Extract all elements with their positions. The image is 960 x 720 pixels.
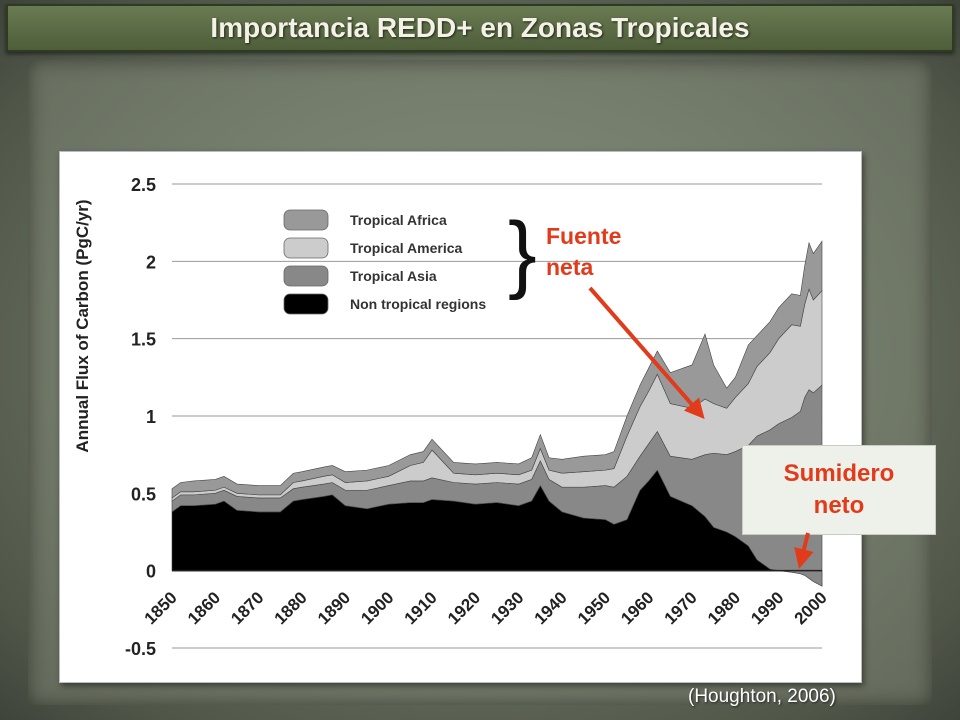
citation: (Houghton, 2006) bbox=[688, 686, 836, 707]
x-tick-label: 1990 bbox=[747, 588, 787, 628]
x-tick-label: 1900 bbox=[357, 588, 397, 628]
y-tick-label: 1.5 bbox=[131, 330, 156, 350]
net-sink-label-line1: Sumidero bbox=[783, 460, 895, 487]
legend-swatch bbox=[283, 293, 329, 315]
x-tick-label: 1980 bbox=[704, 588, 744, 628]
carbon-flux-chart: 2.5 2 1.5 1 0.5 0 -0.5 1850 1860 1870 1880 1890 1900… bbox=[125, 175, 831, 659]
chart-frame: 2.5 2 1.5 1 0.5 0 -0.5 1850 1860 1870 1880 1890 1900… bbox=[59, 151, 862, 683]
legend-label: Non tropical regions bbox=[350, 296, 486, 312]
net-source-label: Fuente neta bbox=[546, 221, 621, 283]
y-axis-label: Annual Flux of Carbon (PgC/yr) bbox=[73, 199, 92, 453]
y-tick-label: 0 bbox=[146, 562, 156, 582]
x-tick-label: 1880 bbox=[271, 588, 311, 628]
y-tick-label: 0.5 bbox=[131, 484, 156, 504]
net-source-label-line2: neta bbox=[546, 254, 594, 280]
legend-label: Tropical America bbox=[350, 240, 463, 256]
x-tick-label: 1890 bbox=[314, 588, 354, 628]
x-tick-label: 1860 bbox=[184, 588, 224, 628]
legend-label: Tropical Africa bbox=[350, 212, 447, 228]
slide-title: Importancia REDD+ en Zonas Tropicales bbox=[210, 12, 750, 43]
legend-label: Tropical Asia bbox=[350, 268, 437, 284]
title-bar: Importancia REDD+ en Zonas Tropicales bbox=[6, 4, 954, 52]
x-tick-label: 1960 bbox=[617, 588, 657, 628]
y-tick-label: 1 bbox=[146, 407, 156, 427]
legend-swatch bbox=[283, 209, 329, 231]
x-tick-label: 1970 bbox=[661, 588, 701, 628]
x-tick-label: 1940 bbox=[531, 588, 571, 628]
net-sink-label-line2: neto bbox=[813, 492, 865, 519]
y-tick-label: 2.5 bbox=[131, 175, 156, 195]
y-tick-label: -0.5 bbox=[125, 639, 156, 659]
x-tick-label: 1850 bbox=[141, 588, 181, 628]
x-tick-label: 2000 bbox=[791, 588, 831, 628]
x-tick-label: 1930 bbox=[487, 588, 527, 628]
legend-swatch bbox=[283, 237, 329, 259]
x-tick-label: 1870 bbox=[227, 588, 267, 628]
x-tick-label: 1910 bbox=[401, 588, 441, 628]
legend-swatch bbox=[283, 265, 329, 287]
x-tick-label: 1920 bbox=[444, 588, 484, 628]
y-tick-label: 2 bbox=[146, 252, 156, 272]
net-sink-callout: Sumidero neto bbox=[742, 445, 936, 535]
x-tick-label: 1950 bbox=[574, 588, 614, 628]
net-source-label-line1: Fuente bbox=[546, 223, 622, 249]
